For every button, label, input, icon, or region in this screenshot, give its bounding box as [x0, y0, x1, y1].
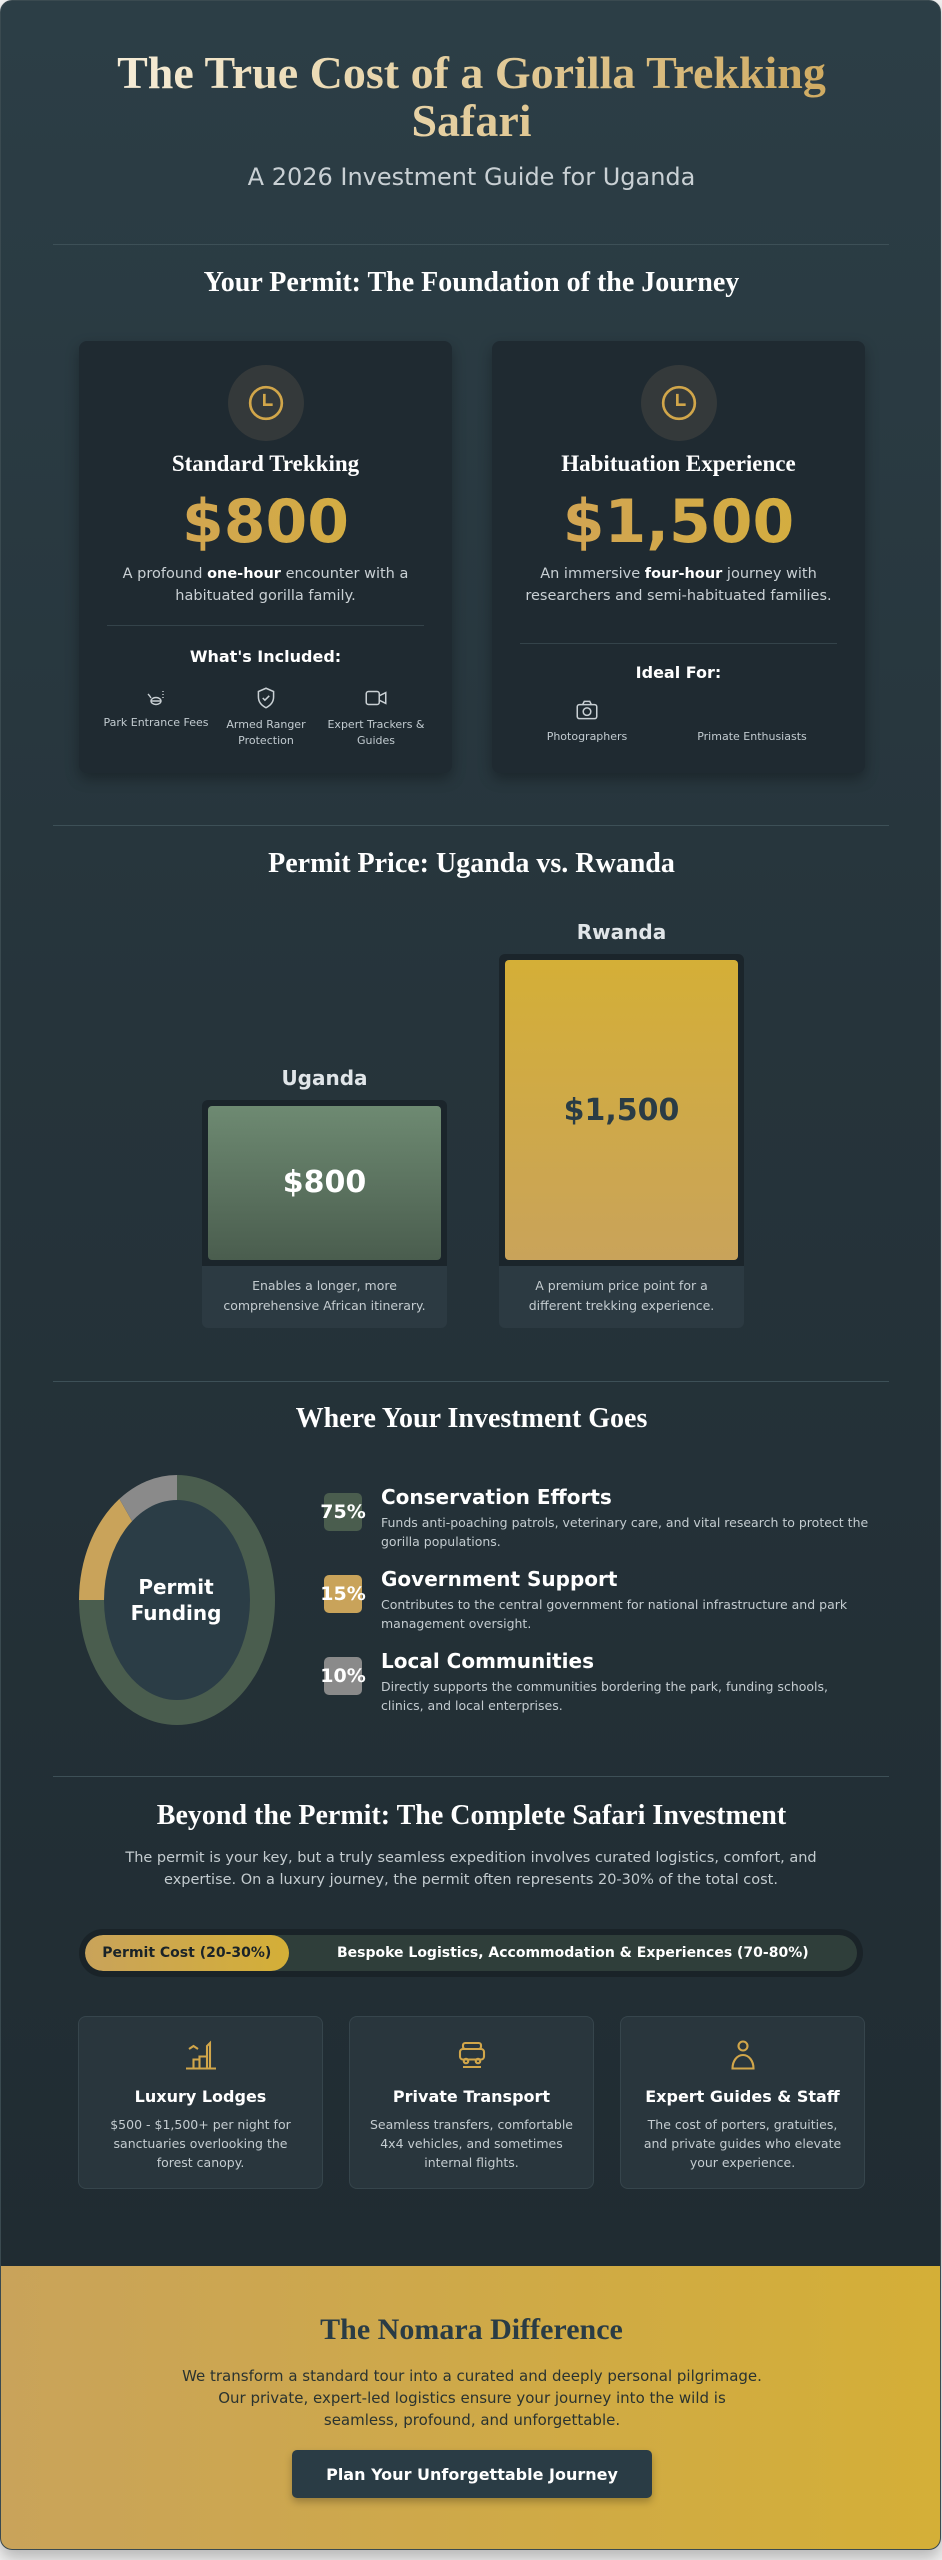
clock-icon	[640, 365, 717, 441]
footer-title: The Nomara Difference	[320, 2313, 623, 2346]
card-description: The cost of porters, gratuities, and pri…	[643, 2117, 842, 2170]
divider	[53, 825, 889, 826]
page-title: The True Cost of a Gorilla Trekking Safa…	[1, 49, 940, 145]
bar-uganda: $800	[208, 1105, 441, 1260]
shield-check-icon	[257, 687, 275, 709]
section-heading-funding: Where Your Investment Goes	[295, 1403, 648, 1434]
permit-cost-segment: Permit Cost (20-30%)	[85, 1935, 289, 1971]
park-icon	[147, 691, 164, 706]
section-heading-permit: Your Permit: The Foundation of the Journ…	[203, 267, 740, 298]
video-camera-icon	[365, 690, 387, 706]
divider	[520, 643, 837, 644]
divider	[53, 1776, 889, 1777]
divider	[53, 1381, 889, 1382]
bar-caption: A premium price point for a different tr…	[499, 1266, 744, 1328]
clock-icon	[227, 365, 304, 441]
card-title: Luxury Lodges	[134, 2087, 267, 2106]
percent-badge: 15%	[320, 1575, 366, 1613]
ideal-primate-enthusiasts: Primate Enthusiasts	[697, 730, 807, 743]
card-description: An immersive four-hour journey with rese…	[525, 566, 832, 604]
logistics-segment: Bespoke Logistics, Accommodation & Exper…	[336, 1945, 809, 1961]
feature-park-fees: Park Entrance Fees	[101, 685, 211, 731]
legend-title: Local Communities	[381, 1649, 594, 1673]
legend-description: Directly supports the communities border…	[381, 1679, 828, 1713]
percent-badge: 10%	[320, 1657, 366, 1695]
card-title: Habituation Experience	[561, 451, 796, 476]
bar-label-rwanda: Rwanda	[576, 920, 667, 944]
card-title: Private Transport	[392, 2087, 551, 2106]
funding-donut-chart	[79, 1475, 275, 1725]
legend-description: Contributes to the central government fo…	[381, 1597, 848, 1631]
ideal-for-heading: Ideal For:	[635, 663, 722, 682]
card-price: $800	[79, 487, 452, 557]
divider	[107, 625, 424, 626]
vehicle-icon	[458, 2041, 485, 2069]
card-description: A profound one-hour encounter with a hab…	[122, 566, 409, 604]
donut-center-label: Permit Funding	[130, 1575, 222, 1625]
legend-title: Government Support	[381, 1567, 618, 1591]
bar-label-uganda: Uganda	[281, 1065, 368, 1090]
luxury-lodges-card: Luxury Lodges $500 - $1,500+ per night f…	[78, 2016, 323, 2189]
card-title: Expert Guides & Staff	[645, 2087, 840, 2106]
section-heading-comparison: Permit Price: Uganda vs. Rwanda	[268, 848, 675, 879]
feature-ranger-protection: Armed Ranger Protection	[211, 685, 321, 749]
card-title: Standard Trekking	[171, 451, 360, 476]
page-subtitle: A 2026 Investment Guide for Uganda	[247, 163, 696, 191]
section-heading-beyond: Beyond the Permit: The Complete Safari I…	[156, 1800, 787, 1831]
plan-journey-button[interactable]: Plan Your Unforgettable Journey	[292, 2450, 652, 2498]
camera-icon	[576, 700, 598, 720]
percent-badge: 75%	[320, 1493, 366, 1531]
standard-trekking-card: Standard Trekking $800 A profound one-ho…	[79, 341, 452, 773]
bar-container: $800	[202, 1099, 447, 1266]
cost-split-bar: Permit Cost (20-30%) Bespoke Logistics, …	[79, 1929, 863, 1977]
divider	[53, 244, 889, 245]
lodge-icon	[185, 2040, 216, 2070]
card-description: $500 - $1,500+ per night for sanctuaries…	[110, 2117, 291, 2170]
feature-trackers-guides: Expert Trackers & Guides	[321, 685, 431, 749]
donut-center	[104, 1500, 250, 1700]
expert-guides-card: Expert Guides & Staff The cost of porter…	[620, 2016, 865, 2189]
beyond-intro: The permit is your key, but a truly seam…	[125, 1850, 817, 1888]
bar-container: $1,500	[499, 954, 744, 1266]
ideal-photographers: Photographers	[532, 697, 642, 745]
legend-description: Funds anti-poaching patrols, veterinary …	[381, 1515, 869, 1549]
private-transport-card: Private Transport Seamless transfers, co…	[349, 2016, 594, 2189]
included-heading: What's Included:	[189, 647, 342, 666]
habituation-experience-card: Habituation Experience $1,500 An immersi…	[492, 341, 865, 773]
footer-text: We transform a standard tour into a cura…	[182, 2367, 762, 2429]
nomara-footer	[1, 2266, 940, 2549]
card-description: Seamless transfers, comfortable 4x4 vehi…	[370, 2117, 573, 2170]
card-price: $1,500	[492, 487, 865, 557]
legend-title: Conservation Efforts	[381, 1485, 612, 1509]
bar-rwanda: $1,500	[505, 960, 738, 1260]
bar-caption: Enables a longer, more comprehensive Afr…	[202, 1266, 447, 1328]
person-icon	[730, 2040, 755, 2070]
